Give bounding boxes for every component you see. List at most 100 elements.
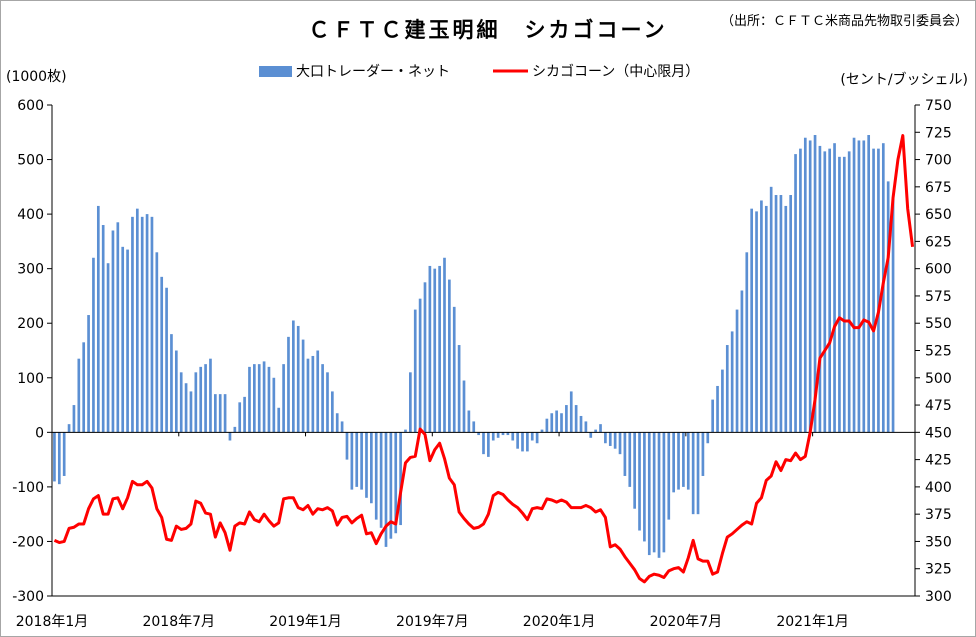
bar [179, 372, 183, 433]
bar [287, 336, 290, 433]
bar [121, 246, 125, 433]
bar [301, 339, 305, 433]
bar [62, 432, 66, 476]
bar [277, 407, 281, 433]
bar [321, 364, 324, 433]
x-axis-labels: 2018年1月 2018年7月 2019年1月 2019年7月 2020年1月 2020年… [16, 614, 849, 630]
bar [872, 148, 875, 433]
bar [443, 257, 446, 433]
bar [545, 418, 549, 433]
bar [838, 156, 841, 433]
bar [116, 222, 120, 433]
bar [833, 143, 836, 433]
bar [189, 391, 193, 433]
bar [135, 208, 139, 433]
bar [101, 225, 105, 433]
bar [96, 205, 100, 433]
legend: 大口トレーダー・ネット シカゴコーン（中心限月） [259, 63, 699, 80]
bar [584, 421, 588, 433]
bar [472, 421, 476, 433]
bar [253, 364, 256, 433]
bar [662, 432, 666, 553]
bar [569, 391, 573, 433]
axes [47, 104, 920, 597]
bar [413, 309, 417, 433]
right-tick-label: 450 [925, 425, 952, 441]
right-tick-label: 700 [925, 153, 952, 169]
bar [170, 334, 173, 433]
right-tick-label: 550 [925, 316, 952, 332]
bar [862, 140, 866, 433]
bar [604, 432, 607, 444]
bar [57, 432, 61, 485]
bar [194, 372, 198, 433]
bar [365, 432, 368, 498]
bar [755, 211, 758, 433]
bar [682, 432, 685, 487]
bar [760, 200, 763, 433]
left-axis-label: (1000枚) [6, 69, 67, 85]
bar [150, 216, 154, 433]
bar [487, 432, 490, 457]
bar [82, 342, 86, 433]
bar [282, 364, 285, 433]
bar [87, 315, 90, 433]
bar [623, 432, 627, 476]
bar [452, 306, 456, 433]
right-tick-label: 350 [925, 534, 952, 550]
bar [155, 252, 159, 433]
bar [311, 355, 315, 433]
bar [823, 151, 827, 433]
bar [111, 230, 115, 433]
bar [131, 216, 134, 433]
bar [165, 287, 168, 433]
bar [745, 252, 749, 433]
bar [560, 413, 563, 433]
left-tick-label: -100 [12, 480, 44, 496]
bar [126, 249, 129, 433]
bar [530, 432, 534, 441]
bar [209, 358, 212, 433]
bar [501, 432, 505, 436]
bar [257, 364, 261, 433]
bar [521, 432, 524, 452]
bar [418, 298, 422, 433]
right-tick-label: 675 [925, 180, 952, 196]
bar [565, 405, 568, 433]
bar [711, 399, 714, 433]
bar [618, 432, 622, 455]
bar [643, 432, 646, 542]
bar [725, 345, 729, 433]
x-tick-label: 2018年7月 [142, 614, 215, 630]
bar [657, 432, 661, 558]
right-tick-label: 375 [925, 507, 952, 523]
bar [238, 402, 242, 433]
right-tick-label: 600 [925, 262, 952, 278]
right-tick-label: 425 [925, 453, 952, 469]
bar [428, 265, 432, 433]
left-tick-label: -300 [12, 589, 44, 605]
bar [184, 383, 188, 433]
bar [774, 195, 778, 433]
bar [526, 432, 529, 452]
bar [506, 432, 510, 436]
bar [199, 366, 203, 433]
bar [374, 432, 378, 520]
bar [516, 432, 519, 449]
bar [92, 257, 95, 433]
bar [448, 279, 451, 433]
left-tick-label: -200 [12, 534, 44, 550]
bar [808, 140, 812, 433]
bar [701, 432, 705, 476]
bar [511, 432, 515, 441]
x-tick-label: 2018年1月 [16, 614, 89, 630]
right-tick-label: 725 [925, 125, 952, 141]
legend-bar-swatch [259, 66, 292, 77]
bar [350, 432, 354, 490]
bar [696, 432, 700, 515]
x-tick-label: 2021年1月 [776, 614, 849, 630]
bar [886, 181, 890, 433]
bar [613, 432, 617, 449]
bar [677, 432, 680, 490]
